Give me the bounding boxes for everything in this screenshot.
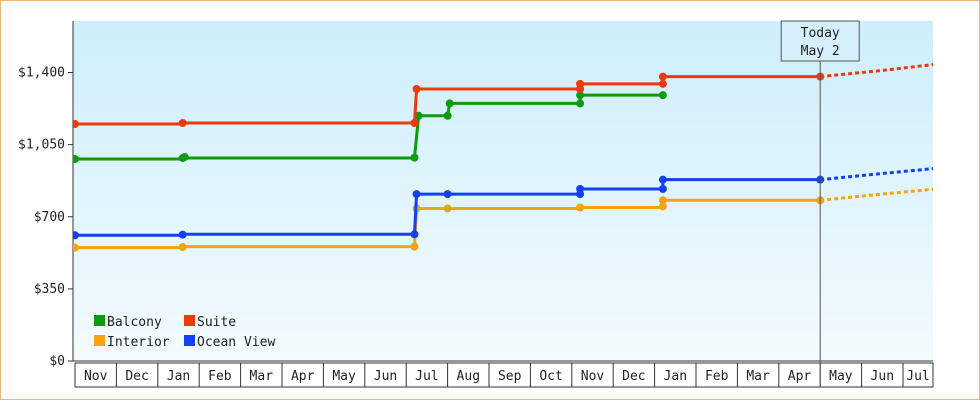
data-point xyxy=(576,99,585,108)
legend-label: Interior xyxy=(107,335,170,350)
data-point xyxy=(576,203,585,212)
series-suite xyxy=(73,63,933,129)
data-point xyxy=(178,243,187,252)
y-tick-label: $0 xyxy=(49,354,65,369)
x-tick-label: Sep xyxy=(498,369,522,384)
series-forecast-line xyxy=(820,167,933,182)
legend-label: Balcony xyxy=(107,315,162,330)
x-tick-label: Dec xyxy=(622,369,645,384)
x-tick-label: Apr xyxy=(291,369,315,384)
x-tick-label: Mar xyxy=(746,369,770,384)
data-point xyxy=(658,79,667,88)
x-tick-label: Jun xyxy=(871,369,894,384)
data-point xyxy=(576,184,585,193)
x-tick-label: Jun xyxy=(374,369,397,384)
series-forecast-line xyxy=(820,63,933,79)
data-point xyxy=(443,111,452,120)
data-point xyxy=(445,99,454,108)
series-layer xyxy=(73,63,933,252)
x-tick-label: Feb xyxy=(208,369,232,384)
x-tick-label: Mar xyxy=(250,369,274,384)
x-tick-label: Dec xyxy=(125,369,148,384)
data-point xyxy=(576,91,585,100)
legend-swatch xyxy=(94,335,105,346)
data-point xyxy=(410,230,419,239)
today-box xyxy=(780,20,860,62)
data-point xyxy=(576,79,585,88)
today-date: May 2 xyxy=(801,44,840,59)
data-point xyxy=(443,204,452,213)
data-point xyxy=(658,72,667,81)
series-ocean-view xyxy=(73,167,933,240)
today-marker: Today May 2 xyxy=(780,20,860,387)
data-point xyxy=(414,111,423,120)
data-point xyxy=(73,155,79,164)
data-point xyxy=(658,91,667,100)
y-axis: $0 $350 $700 $1,050 $1,400 xyxy=(18,21,74,369)
series-forecast-line xyxy=(820,187,933,202)
data-point xyxy=(410,153,419,162)
x-tick-label: Apr xyxy=(788,369,812,384)
legend: Balcony Suite Interior Ocean View xyxy=(94,315,275,350)
x-axis: Nov Dec Jan Feb Mar Apr May Jun Jul Aug Sep Oct Nov D… xyxy=(73,360,934,388)
data-point xyxy=(412,85,421,93)
data-point xyxy=(73,231,79,240)
data-point xyxy=(658,184,667,193)
x-tick-label: Oct xyxy=(539,369,562,384)
data-point xyxy=(73,243,79,252)
x-tick-label: May xyxy=(332,369,356,384)
y-tick-label: $1,400 xyxy=(18,66,65,81)
x-tick-label: May xyxy=(829,369,853,384)
x-tick-label: Jul xyxy=(906,369,929,384)
legend-label: Ocean View xyxy=(197,335,275,350)
data-point xyxy=(658,202,667,211)
x-tick-label: Nov xyxy=(581,369,605,384)
legend-label: Suite xyxy=(197,315,236,330)
x-axis-band xyxy=(74,362,934,388)
legend-swatch xyxy=(94,315,105,326)
data-point xyxy=(658,196,667,205)
x-tick-label: Jul xyxy=(415,369,438,384)
data-point xyxy=(178,230,187,239)
data-point xyxy=(73,120,79,129)
data-point xyxy=(178,119,187,127)
data-point xyxy=(410,119,419,127)
data-point xyxy=(180,153,189,161)
data-point xyxy=(443,190,452,199)
x-tick-label: Jan xyxy=(664,369,687,384)
series-balcony xyxy=(73,91,667,164)
legend-swatch xyxy=(184,335,195,346)
series-interior xyxy=(73,187,933,252)
y-tick-label: $1,050 xyxy=(18,138,65,153)
y-tick-label: $350 xyxy=(34,282,65,297)
data-point xyxy=(658,175,667,184)
y-tick-label: $700 xyxy=(34,210,65,225)
today-label: Today xyxy=(801,26,840,41)
legend-swatch xyxy=(184,315,195,326)
x-tick-label: Jan xyxy=(167,369,190,384)
x-tick-label: Feb xyxy=(705,369,729,384)
data-point xyxy=(410,242,419,251)
x-tick-label: Aug xyxy=(457,369,480,384)
plot-area xyxy=(73,21,933,361)
x-tick-label: Nov xyxy=(84,369,108,384)
data-point xyxy=(412,190,421,199)
